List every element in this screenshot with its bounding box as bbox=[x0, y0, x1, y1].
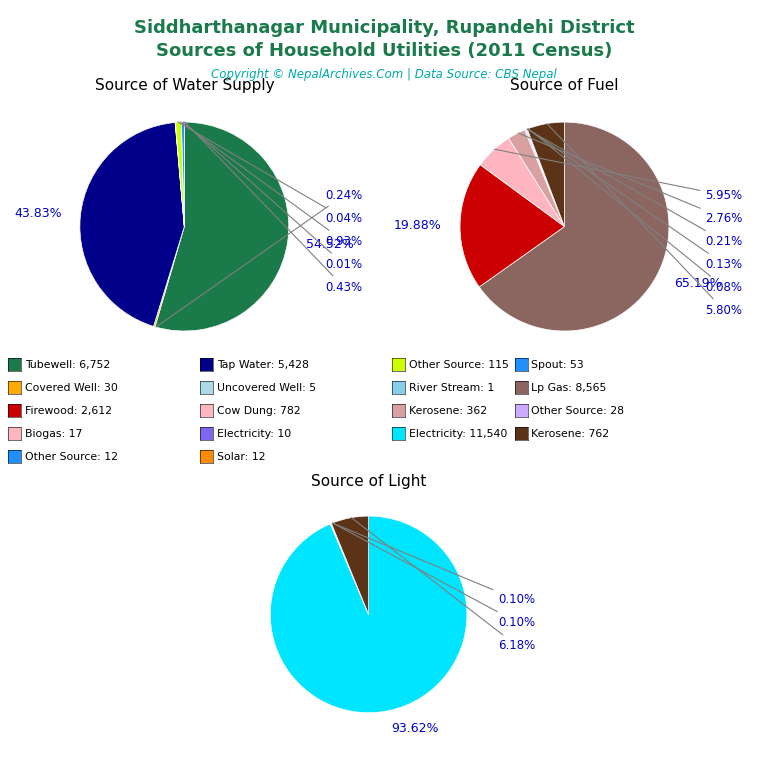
Wedge shape bbox=[181, 122, 184, 227]
Text: 0.43%: 0.43% bbox=[185, 122, 362, 293]
Wedge shape bbox=[480, 138, 564, 227]
Wedge shape bbox=[330, 524, 369, 614]
Text: Other Source: 12: Other Source: 12 bbox=[25, 452, 118, 462]
Text: Cow Dung: 782: Cow Dung: 782 bbox=[217, 406, 300, 416]
Title: Source of Fuel: Source of Fuel bbox=[510, 78, 619, 94]
Text: Electricity: 10: Electricity: 10 bbox=[217, 429, 291, 439]
Wedge shape bbox=[460, 165, 564, 287]
Text: 0.04%: 0.04% bbox=[177, 122, 362, 225]
Text: Kerosene: 362: Kerosene: 362 bbox=[409, 406, 487, 416]
Wedge shape bbox=[80, 123, 184, 326]
Text: 0.10%: 0.10% bbox=[333, 523, 535, 606]
Wedge shape bbox=[175, 122, 184, 227]
Wedge shape bbox=[525, 130, 564, 227]
Text: River Stream: 1: River Stream: 1 bbox=[409, 382, 494, 393]
Text: 19.88%: 19.88% bbox=[393, 219, 442, 232]
Title: Source of Light: Source of Light bbox=[311, 474, 426, 489]
Text: Biogas: 17: Biogas: 17 bbox=[25, 429, 82, 439]
Text: 5.80%: 5.80% bbox=[547, 124, 743, 316]
Text: 0.24%: 0.24% bbox=[156, 189, 362, 327]
Text: 0.13%: 0.13% bbox=[528, 129, 743, 270]
Title: Source of Water Supply: Source of Water Supply bbox=[94, 78, 274, 94]
Text: Firewood: 2,612: Firewood: 2,612 bbox=[25, 406, 111, 416]
Text: Covered Well: 30: Covered Well: 30 bbox=[25, 382, 118, 393]
Wedge shape bbox=[154, 227, 184, 327]
Wedge shape bbox=[270, 516, 467, 713]
Text: Solar: 12: Solar: 12 bbox=[217, 452, 265, 462]
Text: 0.08%: 0.08% bbox=[528, 129, 743, 293]
Text: Tubewell: 6,752: Tubewell: 6,752 bbox=[25, 359, 110, 370]
Wedge shape bbox=[527, 129, 564, 227]
Text: 65.19%: 65.19% bbox=[674, 276, 722, 290]
Text: Copyright © NepalArchives.Com | Data Source: CBS Nepal: Copyright © NepalArchives.Com | Data Sou… bbox=[211, 68, 557, 81]
Text: 54.52%: 54.52% bbox=[306, 237, 354, 250]
Wedge shape bbox=[528, 122, 564, 227]
Text: Other Source: 28: Other Source: 28 bbox=[531, 406, 624, 416]
Wedge shape bbox=[526, 129, 564, 227]
Text: 6.18%: 6.18% bbox=[352, 518, 535, 652]
Text: 0.21%: 0.21% bbox=[527, 129, 743, 248]
Wedge shape bbox=[331, 524, 369, 614]
Wedge shape bbox=[175, 122, 184, 227]
Wedge shape bbox=[508, 130, 564, 227]
Text: 5.95%: 5.95% bbox=[495, 149, 743, 202]
Text: 93.62%: 93.62% bbox=[392, 722, 439, 734]
Text: 0.10%: 0.10% bbox=[333, 523, 535, 629]
Text: Lp Gas: 8,565: Lp Gas: 8,565 bbox=[531, 382, 607, 393]
Text: 2.76%: 2.76% bbox=[518, 133, 743, 225]
Text: Kerosene: 762: Kerosene: 762 bbox=[531, 429, 610, 439]
Text: 0.01%: 0.01% bbox=[184, 122, 362, 270]
Text: Sources of Household Utilities (2011 Census): Sources of Household Utilities (2011 Cen… bbox=[156, 42, 612, 60]
Wedge shape bbox=[181, 122, 184, 227]
Text: Tap Water: 5,428: Tap Water: 5,428 bbox=[217, 359, 309, 370]
Text: Spout: 53: Spout: 53 bbox=[531, 359, 584, 370]
Text: Electricity: 11,540: Electricity: 11,540 bbox=[409, 429, 507, 439]
Text: Siddharthanagar Municipality, Rupandehi District: Siddharthanagar Municipality, Rupandehi … bbox=[134, 19, 634, 37]
Wedge shape bbox=[479, 122, 669, 331]
Wedge shape bbox=[332, 516, 369, 614]
Wedge shape bbox=[155, 122, 289, 331]
Text: Uncovered Well: 5: Uncovered Well: 5 bbox=[217, 382, 316, 393]
Text: Other Source: 115: Other Source: 115 bbox=[409, 359, 508, 370]
Text: 43.83%: 43.83% bbox=[14, 207, 61, 220]
Text: 0.93%: 0.93% bbox=[180, 122, 362, 248]
